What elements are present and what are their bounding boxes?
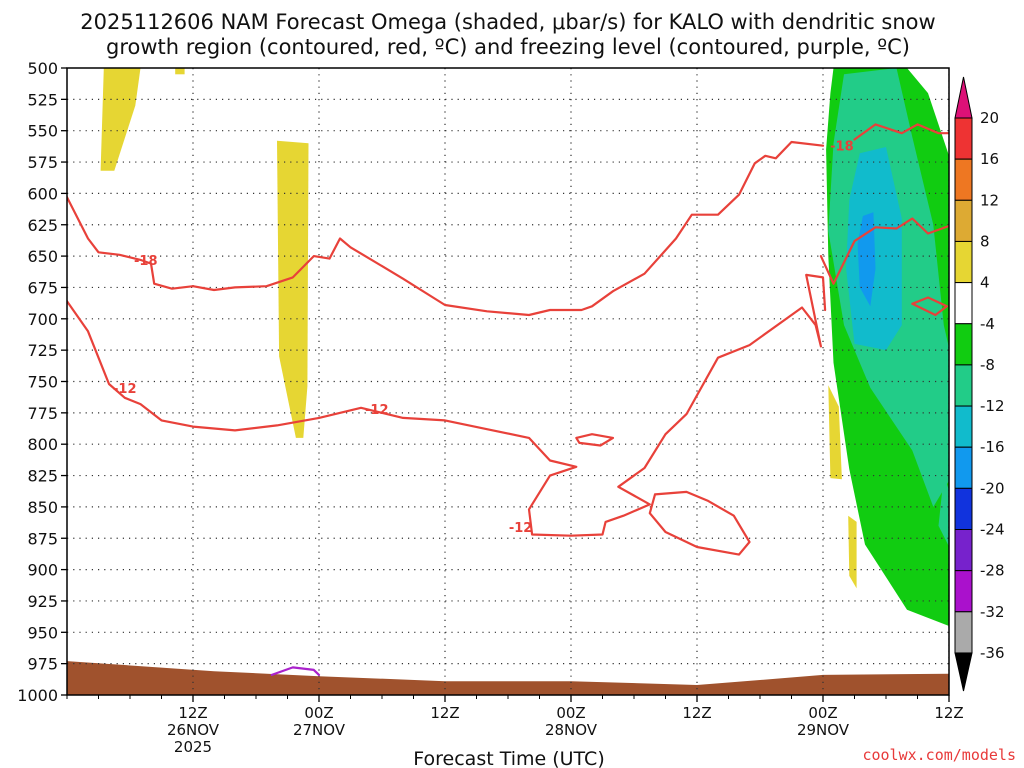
y-tick-label-625: 625 (27, 216, 58, 235)
contour-label-3: -18 (830, 140, 854, 155)
contour-line-0 (67, 140, 825, 317)
y-tick-label-675: 675 (27, 278, 58, 297)
contour-label-4: -12 (509, 521, 533, 536)
contour-label-0: -18 (134, 254, 158, 269)
omega-region-3 (976, 68, 991, 196)
colorbar-tick-0: 20 (980, 109, 999, 127)
colorbar-tick-6: -8 (980, 356, 995, 374)
colorbar-tick-9: -20 (980, 479, 1005, 497)
chart-title-line-2: growth region (contoured, red, ºC) and f… (106, 35, 910, 59)
colorbar-bin-6 (954, 364, 973, 407)
colorbar-bin-9 (954, 487, 973, 531)
colorbar-bin-11 (954, 570, 973, 613)
y-tick-label-500: 500 (27, 59, 58, 78)
contour-labels: -18 -12 -12 -18 -12 (113, 140, 854, 536)
omega-shaded-regions (100, 68, 991, 626)
x-tick-label-18-0: 12Z (178, 704, 207, 722)
colorbar: 20 16 12 8 4 -4 -8 -12 -16 -20 -24 -28 -32 -36 (954, 76, 1005, 692)
colorbar-tick-5: -4 (980, 315, 995, 333)
y-tick-label-575: 575 (27, 153, 58, 172)
x-tick-label-30-0: 00Z (304, 704, 333, 722)
y-tick-label-950: 950 (27, 623, 58, 642)
x-tick-label-42-0: 12Z (430, 704, 459, 722)
y-tick-label-525: 525 (27, 90, 58, 109)
x-tick-label-30-1: 27NOV (293, 721, 346, 739)
contour-line-1 (853, 123, 949, 141)
y-tick-label-750: 750 (27, 373, 58, 392)
colorbar-over-triangle (954, 76, 973, 119)
colorbar-tick-12: -32 (980, 603, 1005, 621)
colorbar-tick-10: -24 (980, 521, 1005, 539)
colorbar-tick-13: -36 (980, 644, 1005, 662)
contour-line-2 (819, 217, 949, 285)
y-tick-label-800: 800 (27, 435, 58, 454)
chart-title-line-1: 2025112606 NAM Forecast Omega (shaded, μ… (80, 10, 935, 34)
y-tick-label-600: 600 (27, 184, 58, 203)
y-tick-label-850: 850 (27, 498, 58, 517)
colorbar-under-triangle (954, 652, 973, 692)
contour-line-5 (648, 490, 751, 556)
y-tick-label-875: 875 (27, 529, 58, 548)
x-tick-label-18-2: 2025 (174, 738, 212, 756)
temperature-contours (67, 123, 949, 677)
terrain-fill (67, 661, 949, 695)
contour-line-6 (911, 296, 949, 317)
plot-area (67, 68, 991, 695)
omega-region-4 (828, 385, 842, 480)
contour-line-3 (67, 273, 827, 537)
colorbar-tick-8: -16 (980, 438, 1005, 456)
colorbar-bin-8 (954, 446, 973, 489)
contour-line-4 (575, 433, 615, 447)
x-tick-label-90-0: 12Z (934, 704, 963, 722)
colorbar-bin-7 (954, 405, 973, 448)
omega-region-9 (938, 475, 949, 547)
x-tick-label-78-1: 29NOV (797, 721, 850, 739)
y-tick-label-725: 725 (27, 341, 58, 360)
y-tick-label-1000: 1000 (17, 686, 58, 705)
colorbar-tick-1: 16 (980, 150, 999, 168)
y-tick-label-900: 900 (27, 561, 58, 580)
colorbar-bin-4 (954, 282, 973, 325)
contour-line-7 (270, 666, 321, 677)
y-tick-label-925: 925 (27, 592, 58, 611)
credit-text: coolwx.com/models (862, 746, 1016, 764)
x-axis-label: Forecast Time (UTC) (413, 748, 604, 768)
y-tick-label-650: 650 (27, 247, 58, 266)
colorbar-bin-0 (954, 117, 973, 160)
dotted-grid (67, 68, 949, 695)
omega-region-2 (277, 140, 309, 438)
colorbar-bin-2 (954, 199, 973, 242)
omega-region-1 (175, 68, 185, 75)
x-tick-label-54-0: 00Z (556, 704, 585, 722)
x-tick-label-18-1: 26NOV (167, 721, 220, 739)
y-tick-label-775: 775 (27, 404, 58, 423)
colorbar-bin-1 (954, 158, 973, 201)
colorbar-tick-4: 4 (980, 274, 990, 292)
y-tick-label-825: 825 (27, 467, 58, 486)
contour-label-2: -12 (365, 403, 389, 418)
colorbar-tick-7: -12 (980, 397, 1005, 415)
colorbar-tick-3: 8 (980, 232, 990, 250)
colorbar-tick-2: 12 (980, 191, 999, 209)
colorbar-bin-12 (954, 611, 973, 654)
y-tick-label-975: 975 (27, 655, 58, 674)
colorbar-tick-11: -28 (980, 562, 1005, 580)
contour-label-1: -12 (113, 382, 137, 397)
y-tick-label-550: 550 (27, 122, 58, 141)
x-tick-label-54-1: 28NOV (545, 721, 598, 739)
x-tick-label-78-0: 00Z (808, 704, 837, 722)
omega-region-5 (848, 515, 857, 589)
y-tick-label-700: 700 (27, 310, 58, 329)
terrain-polygon (67, 661, 949, 695)
omega-region-0 (100, 68, 141, 171)
colorbar-bin-5 (954, 323, 973, 366)
y-axis: 500 525 550 575 600 625 650 675 700 725 750 775 800 8… (17, 59, 67, 705)
colorbar-bin-10 (954, 529, 973, 572)
x-tick-label-66-0: 12Z (682, 704, 711, 722)
colorbar-bin-3 (954, 240, 973, 284)
